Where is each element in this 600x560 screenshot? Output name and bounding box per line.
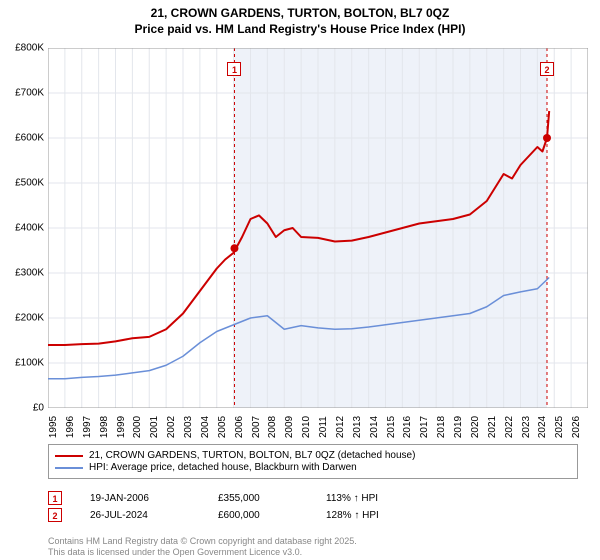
y-axis-label: £700K	[2, 88, 44, 99]
y-axis-label: £600K	[2, 133, 44, 144]
legend-label: HPI: Average price, detached house, Blac…	[89, 462, 357, 473]
x-axis-label: 2008	[267, 416, 278, 438]
chart-container: 21, CROWN GARDENS, TURTON, BOLTON, BL7 0…	[0, 0, 600, 560]
sale-hpi: 113% ↑ HPI	[326, 493, 378, 504]
title-line-1: 21, CROWN GARDENS, TURTON, BOLTON, BL7 0…	[0, 6, 600, 22]
copyright-line-1: Contains HM Land Registry data © Crown c…	[48, 536, 357, 547]
legend-row: 21, CROWN GARDENS, TURTON, BOLTON, BL7 0…	[55, 450, 571, 461]
x-axis-label: 2023	[521, 416, 532, 438]
x-axis-label: 2020	[470, 416, 481, 438]
legend-label: 21, CROWN GARDENS, TURTON, BOLTON, BL7 0…	[89, 450, 415, 461]
x-axis-label: 2019	[453, 416, 464, 438]
y-axis-label: £800K	[2, 43, 44, 54]
copyright-notice: Contains HM Land Registry data © Crown c…	[48, 536, 357, 558]
x-axis-label: 2002	[166, 416, 177, 438]
legend-swatch	[55, 455, 83, 457]
x-axis-label: 2007	[251, 416, 262, 438]
y-axis-label: £0	[2, 403, 44, 414]
y-axis-label: £100K	[2, 358, 44, 369]
x-axis-label: 2000	[132, 416, 143, 438]
x-axis-label: 1999	[116, 416, 127, 438]
x-axis-label: 2024	[537, 416, 548, 438]
sale-row: 2 26-JUL-2024 £600,000 128% ↑ HPI	[48, 508, 379, 522]
y-axis-label: £400K	[2, 223, 44, 234]
sale-date: 26-JUL-2024	[90, 510, 190, 521]
x-axis-label: 2011	[318, 416, 329, 438]
y-axis-label: £300K	[2, 268, 44, 279]
y-axis-label: £500K	[2, 178, 44, 189]
x-axis-label: 2026	[571, 416, 582, 438]
x-axis-label: 2004	[200, 416, 211, 438]
x-axis-label: 2017	[419, 416, 430, 438]
chart-title: 21, CROWN GARDENS, TURTON, BOLTON, BL7 0…	[0, 0, 600, 37]
title-line-2: Price paid vs. HM Land Registry's House …	[0, 22, 600, 38]
legend-row: HPI: Average price, detached house, Blac…	[55, 462, 571, 473]
x-axis-label: 2015	[386, 416, 397, 438]
x-axis-label: 1995	[48, 416, 59, 438]
sale-marker-1: 1	[227, 62, 241, 76]
sale-row: 1 19-JAN-2006 £355,000 113% ↑ HPI	[48, 491, 379, 505]
legend: 21, CROWN GARDENS, TURTON, BOLTON, BL7 0…	[48, 444, 578, 479]
sale-hpi: 128% ↑ HPI	[326, 510, 379, 521]
x-axis-label: 2025	[554, 416, 565, 438]
x-axis-label: 2016	[402, 416, 413, 438]
chart-svg	[48, 48, 588, 408]
sale-row-marker: 1	[48, 491, 62, 505]
y-axis-label: £200K	[2, 313, 44, 324]
x-axis-label: 1997	[82, 416, 93, 438]
x-axis-label: 2021	[487, 416, 498, 438]
x-axis-label: 2009	[284, 416, 295, 438]
x-axis-label: 2010	[301, 416, 312, 438]
x-axis-label: 1998	[99, 416, 110, 438]
x-axis-label: 2013	[352, 416, 363, 438]
x-axis-label: 2003	[183, 416, 194, 438]
x-axis-label: 2005	[217, 416, 228, 438]
x-axis-label: 2022	[504, 416, 515, 438]
x-axis-label: 1996	[65, 416, 76, 438]
sales-table: 1 19-JAN-2006 £355,000 113% ↑ HPI 2 26-JUL-20…	[48, 488, 379, 525]
legend-swatch	[55, 467, 83, 469]
sale-price: £600,000	[218, 510, 298, 521]
sale-row-marker: 2	[48, 508, 62, 522]
x-axis-label: 2018	[436, 416, 447, 438]
sale-price: £355,000	[218, 493, 298, 504]
copyright-line-2: This data is licensed under the Open Gov…	[48, 547, 357, 558]
x-axis-label: 2001	[149, 416, 160, 438]
x-axis-label: 2006	[234, 416, 245, 438]
sale-marker-2: 2	[540, 62, 554, 76]
sale-date: 19-JAN-2006	[90, 493, 190, 504]
x-axis-label: 2012	[335, 416, 346, 438]
x-axis-label: 2014	[369, 416, 380, 438]
plot-area: £0£100K£200K£300K£400K£500K£600K£700K£80…	[48, 48, 588, 408]
